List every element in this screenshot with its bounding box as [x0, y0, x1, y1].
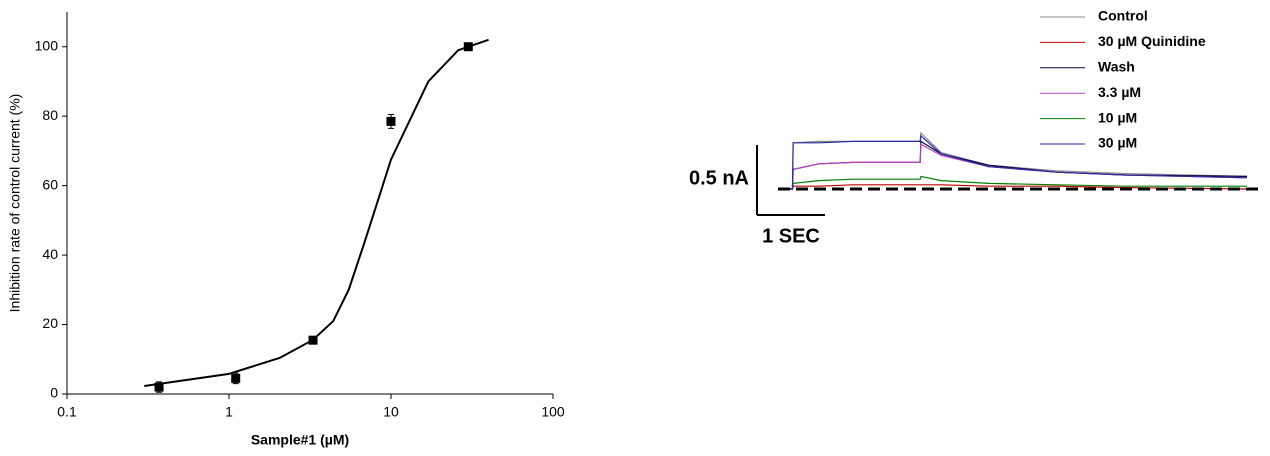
- y-tick-label: 0: [50, 385, 58, 401]
- data-point: [463, 42, 473, 52]
- trace: [785, 134, 1248, 190]
- scale-bar-y-label: 0.5 nA: [689, 167, 749, 189]
- y-tick-label: 20: [42, 315, 58, 331]
- legend-label: Wash: [1098, 59, 1135, 75]
- fit-curve: [144, 38, 489, 388]
- scale-bar-x-label: 1 SEC: [762, 225, 820, 247]
- x-tick-label: 10: [383, 404, 399, 420]
- legend-label: 3.3 µM: [1098, 84, 1141, 100]
- trace: [785, 143, 1248, 190]
- x-tick-label: 100: [541, 404, 565, 420]
- y-axis-label: Inhibition rate of control current (%): [7, 94, 23, 313]
- legend-label: Control: [1098, 8, 1148, 24]
- y-tick-label: 100: [35, 37, 59, 53]
- y-tick-label: 60: [42, 176, 58, 192]
- x-tick-label: 0.1: [57, 404, 77, 420]
- y-tick-label: 80: [42, 107, 58, 123]
- legend-label: 10 µM: [1098, 109, 1137, 125]
- legend-label: 30 µM Quinidine: [1098, 33, 1206, 49]
- data-point: [308, 335, 318, 345]
- x-axis-label: Sample#1 (µM): [251, 432, 349, 448]
- trace: [785, 140, 1248, 190]
- y-tick-label: 40: [42, 246, 58, 262]
- data-point: [154, 382, 164, 392]
- data-point: [231, 373, 241, 383]
- trace: [785, 175, 1247, 190]
- x-tick-label: 1: [225, 404, 233, 420]
- legend-label: 30 µM: [1098, 135, 1137, 151]
- data-point: [386, 116, 396, 126]
